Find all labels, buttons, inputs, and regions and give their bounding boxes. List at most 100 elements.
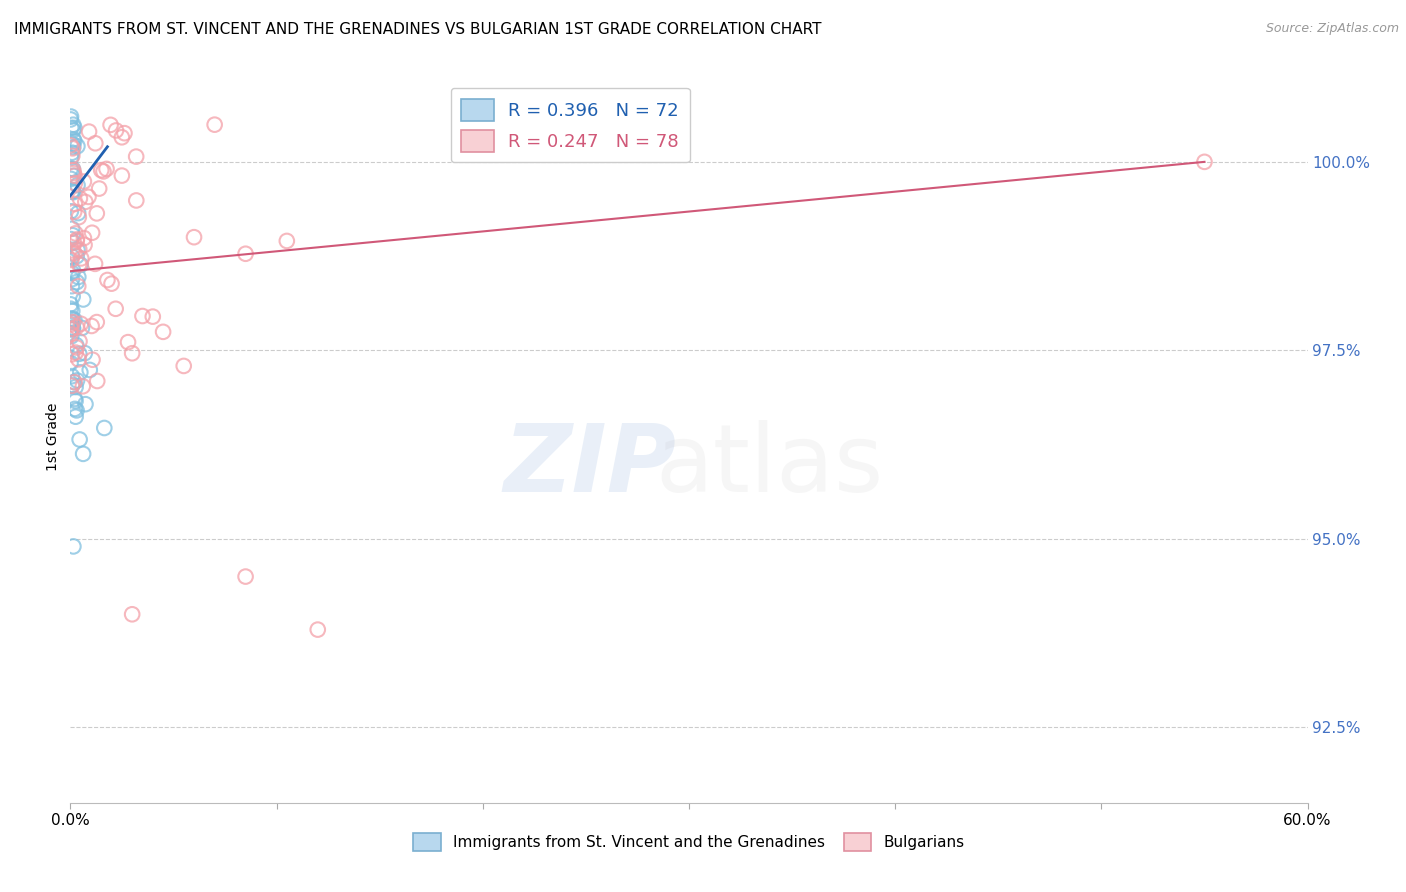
Point (62, 185, 84, 199)
Point (70, 252, 93, 266)
Point (72, 293, 94, 307)
Point (93, 421, 115, 435)
Point (114, 126, 136, 140)
Point (62, 244, 84, 258)
Point (60, 315, 83, 329)
Point (125, 150, 148, 164)
Point (73, 231, 96, 245)
Point (96, 273, 118, 287)
Point (82, 352, 104, 367)
Point (86, 374, 108, 388)
Point (1194, 154, 1216, 169)
Point (84, 136, 107, 151)
Point (60, 250, 83, 264)
Point (63, 313, 86, 327)
Point (121, 346, 143, 360)
Point (86, 206, 108, 220)
Point (204, 118, 226, 132)
Point (60, 172, 83, 186)
Point (100, 118, 122, 132)
Point (62, 140, 84, 154)
Text: IMMIGRANTS FROM ST. VINCENT AND THE GRENADINES VS BULGARIAN 1ST GRADE CORRELATIO: IMMIGRANTS FROM ST. VINCENT AND THE GREN… (14, 22, 821, 37)
Y-axis label: 1st Grade: 1st Grade (46, 403, 60, 471)
Point (73, 238, 96, 252)
Point (104, 301, 127, 316)
Point (59, 161, 82, 176)
Point (276, 234, 298, 248)
Point (80, 318, 103, 333)
Point (70, 317, 93, 331)
Point (63, 401, 86, 416)
Point (59, 204, 82, 219)
Point (59, 356, 82, 370)
Point (60, 347, 83, 361)
Point (59, 321, 82, 335)
Point (63, 197, 86, 211)
Point (62, 228, 84, 243)
Point (59, 232, 82, 246)
Point (60, 329, 83, 343)
Point (235, 246, 257, 260)
Point (183, 230, 205, 244)
Point (60, 184, 83, 198)
Point (62, 162, 84, 177)
Point (62, 289, 84, 303)
Point (60, 322, 83, 336)
Point (66, 249, 89, 263)
Point (67, 258, 90, 272)
Point (60, 110, 83, 124)
Point (173, 359, 195, 373)
Point (60, 120, 83, 135)
Point (65, 338, 87, 352)
Point (69, 433, 91, 447)
Point (86, 315, 108, 329)
Point (67, 242, 90, 256)
Point (117, 335, 139, 350)
Point (66, 234, 89, 248)
Point (63, 205, 86, 219)
Point (72, 447, 94, 461)
Point (66, 275, 89, 289)
Point (62, 137, 84, 152)
Point (66, 373, 89, 387)
Point (60, 145, 83, 160)
Point (65, 345, 87, 359)
Point (59, 318, 82, 332)
Point (77, 190, 100, 204)
Point (142, 310, 165, 324)
Point (65, 319, 87, 334)
Point (66, 139, 89, 153)
Point (63, 120, 86, 135)
Point (63, 375, 86, 389)
Point (63, 392, 86, 406)
Point (75, 397, 97, 411)
Point (62, 540, 84, 554)
Point (62, 123, 84, 137)
Point (69, 258, 91, 272)
Point (62, 141, 84, 155)
Point (65, 403, 87, 417)
Point (65, 409, 87, 424)
Point (62, 163, 84, 178)
Point (121, 607, 143, 622)
Text: atlas: atlas (655, 420, 883, 512)
Point (131, 309, 153, 323)
Point (60, 252, 83, 267)
Point (75, 194, 97, 209)
Point (63, 134, 86, 148)
Point (111, 169, 134, 183)
Point (73, 346, 96, 360)
Point (60, 266, 83, 280)
Legend: Immigrants from St. Vincent and the Grenadines, Bulgarians: Immigrants from St. Vincent and the Gren… (408, 827, 970, 857)
Point (62, 322, 84, 336)
Point (60, 378, 83, 392)
Point (70, 321, 93, 335)
Point (73, 175, 96, 189)
Point (59, 112, 82, 127)
Text: ZIP: ZIP (503, 420, 676, 512)
Point (63, 169, 86, 183)
Point (63, 176, 86, 190)
Point (67, 279, 90, 293)
Point (90, 163, 112, 178)
Point (62, 118, 84, 132)
